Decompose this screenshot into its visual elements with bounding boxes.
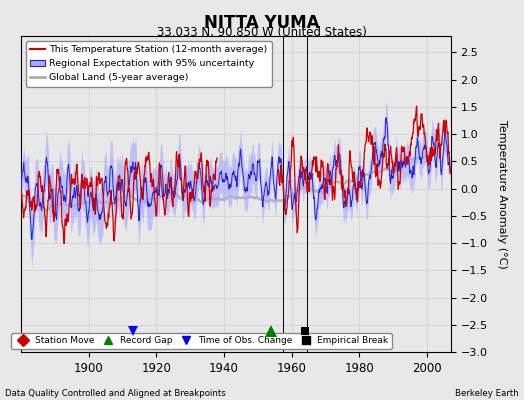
Y-axis label: Temperature Anomaly (°C): Temperature Anomaly (°C)	[497, 120, 507, 268]
Text: Data Quality Controlled and Aligned at Breakpoints: Data Quality Controlled and Aligned at B…	[5, 389, 226, 398]
Legend: Station Move, Record Gap, Time of Obs. Change, Empirical Break: Station Move, Record Gap, Time of Obs. C…	[11, 333, 392, 349]
Text: NITTA YUMA: NITTA YUMA	[204, 14, 320, 32]
Text: 33.033 N, 90.850 W (United States): 33.033 N, 90.850 W (United States)	[157, 26, 367, 39]
Text: Berkeley Earth: Berkeley Earth	[455, 389, 519, 398]
